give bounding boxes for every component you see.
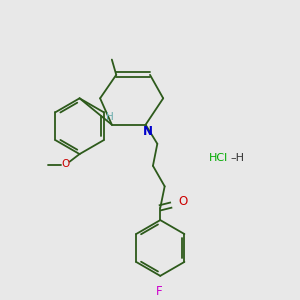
Text: –H: –H (231, 154, 245, 164)
Text: H: H (106, 112, 113, 122)
Text: N: N (143, 125, 153, 138)
Text: F: F (155, 285, 162, 298)
Text: O: O (61, 159, 70, 169)
Text: HCl: HCl (209, 154, 228, 164)
Text: O: O (178, 195, 188, 208)
